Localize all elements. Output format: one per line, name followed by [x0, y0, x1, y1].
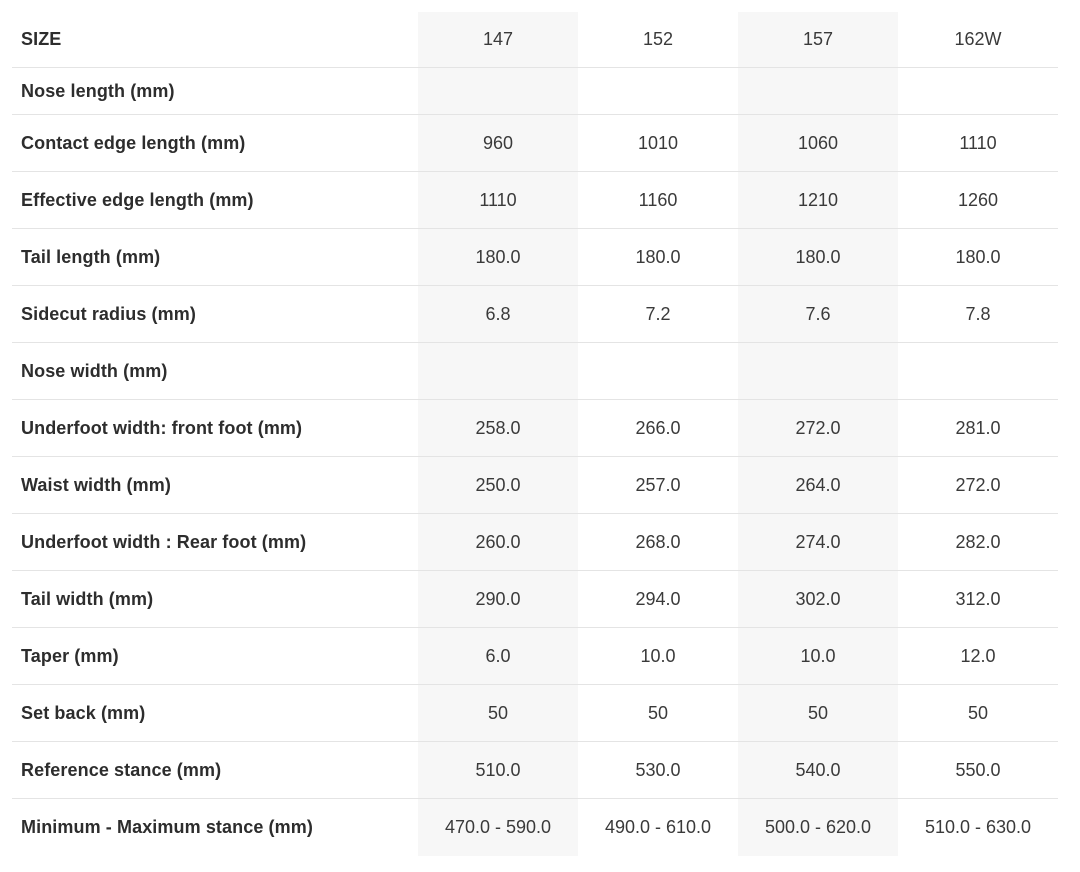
spec-value-cell: 6.0 [418, 628, 578, 684]
spec-value-cell: 257.0 [635, 474, 681, 495]
spec-value-cell [898, 68, 1058, 114]
spec-value-cell: 12.0 [960, 645, 996, 666]
spec-row-label: Minimum - Maximum stance (mm) [21, 817, 313, 837]
size-spec-table: SIZE 147 152 157 162W Nose length (mm) Co… [12, 12, 1058, 856]
spec-value-cell: 490.0 - 610.0 [604, 817, 712, 837]
spec-value-cell: 302.0 [738, 571, 898, 627]
spec-row: Waist width (mm) 250.0 257.0 264.0 272.0 [12, 457, 1058, 514]
spec-value-cell: 1210 [738, 172, 898, 228]
spec-row: Set back (mm) 50 50 50 50 [12, 685, 1058, 742]
spec-value-cell: 266.0 [635, 417, 681, 438]
spec-value-cell: 540.0 [738, 742, 898, 798]
spec-value-cell: 180.0 [418, 229, 578, 285]
spec-value-cell: 260.0 [418, 514, 578, 570]
spec-value-cell: 281.0 [955, 417, 1001, 438]
spec-row: Taper (mm) 6.0 10.0 10.0 12.0 [12, 628, 1058, 685]
spec-row-label: Contact edge length (mm) [21, 132, 246, 153]
spec-value-cell: 294.0 [635, 588, 681, 609]
spec-value-cell: 264.0 [738, 457, 898, 513]
size-column-header-162w: 162W [954, 29, 1002, 49]
spec-row-label: Waist width (mm) [21, 474, 171, 495]
spec-value-cell: 250.0 [418, 457, 578, 513]
spec-row-label: Underfoot width : Rear foot (mm) [21, 531, 307, 552]
size-header-label: SIZE [21, 29, 62, 49]
spec-row: Underfoot width: front foot (mm) 258.0 266… [12, 400, 1058, 457]
spec-value-cell: 180.0 [738, 229, 898, 285]
spec-value-cell [898, 343, 1058, 399]
spec-row: Contact edge length (mm) 960 1010 1060 1110 [12, 115, 1058, 172]
spec-row: Minimum - Maximum stance (mm) 470.0 - 590… [12, 799, 1058, 856]
spec-value-cell: 500.0 - 620.0 [738, 799, 898, 856]
spec-value-cell: 510.0 - 630.0 [924, 817, 1032, 837]
spec-value-cell: 7.2 [645, 303, 671, 324]
spec-row: Tail width (mm) 290.0 294.0 302.0 312.0 [12, 571, 1058, 628]
spec-value-cell [738, 343, 898, 399]
spec-row-label: Nose width (mm) [21, 360, 168, 381]
spec-value-cell: 6.8 [418, 286, 578, 342]
spec-value-cell: 1160 [638, 189, 678, 210]
size-column-header-147: 147 [418, 12, 578, 67]
spec-value-cell: 180.0 [635, 246, 681, 267]
spec-value-cell: 50 [738, 685, 898, 741]
spec-row: Underfoot width : Rear foot (mm) 260.0 268… [12, 514, 1058, 571]
spec-value-cell: 1110 [959, 132, 997, 153]
spec-value-cell: 50 [418, 685, 578, 741]
spec-value-cell: 312.0 [955, 588, 1001, 609]
spec-value-cell [738, 68, 898, 114]
spec-value-cell [578, 68, 738, 114]
spec-value-cell: 290.0 [418, 571, 578, 627]
spec-value-cell: 272.0 [738, 400, 898, 456]
spec-value-cell [418, 343, 578, 399]
size-column-header-152: 152 [642, 29, 674, 49]
spec-value-cell: 510.0 [418, 742, 578, 798]
spec-value-cell: 1010 [637, 132, 679, 153]
spec-row: Tail length (mm) 180.0 180.0 180.0 180.0 [12, 229, 1058, 286]
spec-value-cell: 1110 [418, 172, 578, 228]
spec-row-label: Taper (mm) [21, 645, 119, 666]
spec-row: Nose length (mm) [12, 68, 1058, 115]
spec-row-label: Reference stance (mm) [21, 759, 222, 780]
spec-value-cell: 268.0 [635, 531, 681, 552]
spec-value-cell: 50 [967, 702, 989, 723]
spec-row: Effective edge length (mm) 1110 1160 1210 12… [12, 172, 1058, 229]
spec-value-cell: 282.0 [955, 531, 1001, 552]
spec-row-label: Nose length (mm) [21, 80, 175, 101]
spec-value-cell: 470.0 - 590.0 [418, 799, 578, 856]
spec-value-cell: 1260 [957, 189, 999, 210]
spec-value-cell: 50 [647, 702, 669, 723]
spec-row-label: Set back (mm) [21, 702, 146, 723]
spec-row: Reference stance (mm) 510.0 530.0 540.0 550.… [12, 742, 1058, 799]
spec-value-cell: 550.0 [955, 759, 1001, 780]
spec-row-label: Effective edge length (mm) [21, 189, 254, 210]
spec-value-cell: 10.0 [640, 645, 676, 666]
spec-value-cell [578, 343, 738, 399]
spec-value-cell [418, 68, 578, 114]
spec-row: Nose width (mm) [12, 343, 1058, 400]
table-header-row: SIZE 147 152 157 162W [12, 12, 1058, 68]
spec-row-label: Tail width (mm) [21, 588, 154, 609]
spec-value-cell: 1060 [738, 115, 898, 171]
size-column-header-157: 157 [738, 12, 898, 67]
spec-value-cell: 7.8 [965, 303, 991, 324]
spec-value-cell: 960 [418, 115, 578, 171]
spec-value-cell: 274.0 [738, 514, 898, 570]
spec-value-cell: 10.0 [738, 628, 898, 684]
spec-value-cell: 530.0 [635, 759, 681, 780]
spec-row-label: Underfoot width: front foot (mm) [21, 417, 303, 438]
spec-value-cell: 7.6 [738, 286, 898, 342]
spec-value-cell: 258.0 [418, 400, 578, 456]
spec-row: Sidecut radius (mm) 6.8 7.2 7.6 7.8 [12, 286, 1058, 343]
spec-row-label: Tail length (mm) [21, 246, 161, 267]
spec-row-label: Sidecut radius (mm) [21, 303, 196, 324]
spec-value-cell: 272.0 [955, 474, 1001, 495]
spec-value-cell: 180.0 [955, 246, 1001, 267]
